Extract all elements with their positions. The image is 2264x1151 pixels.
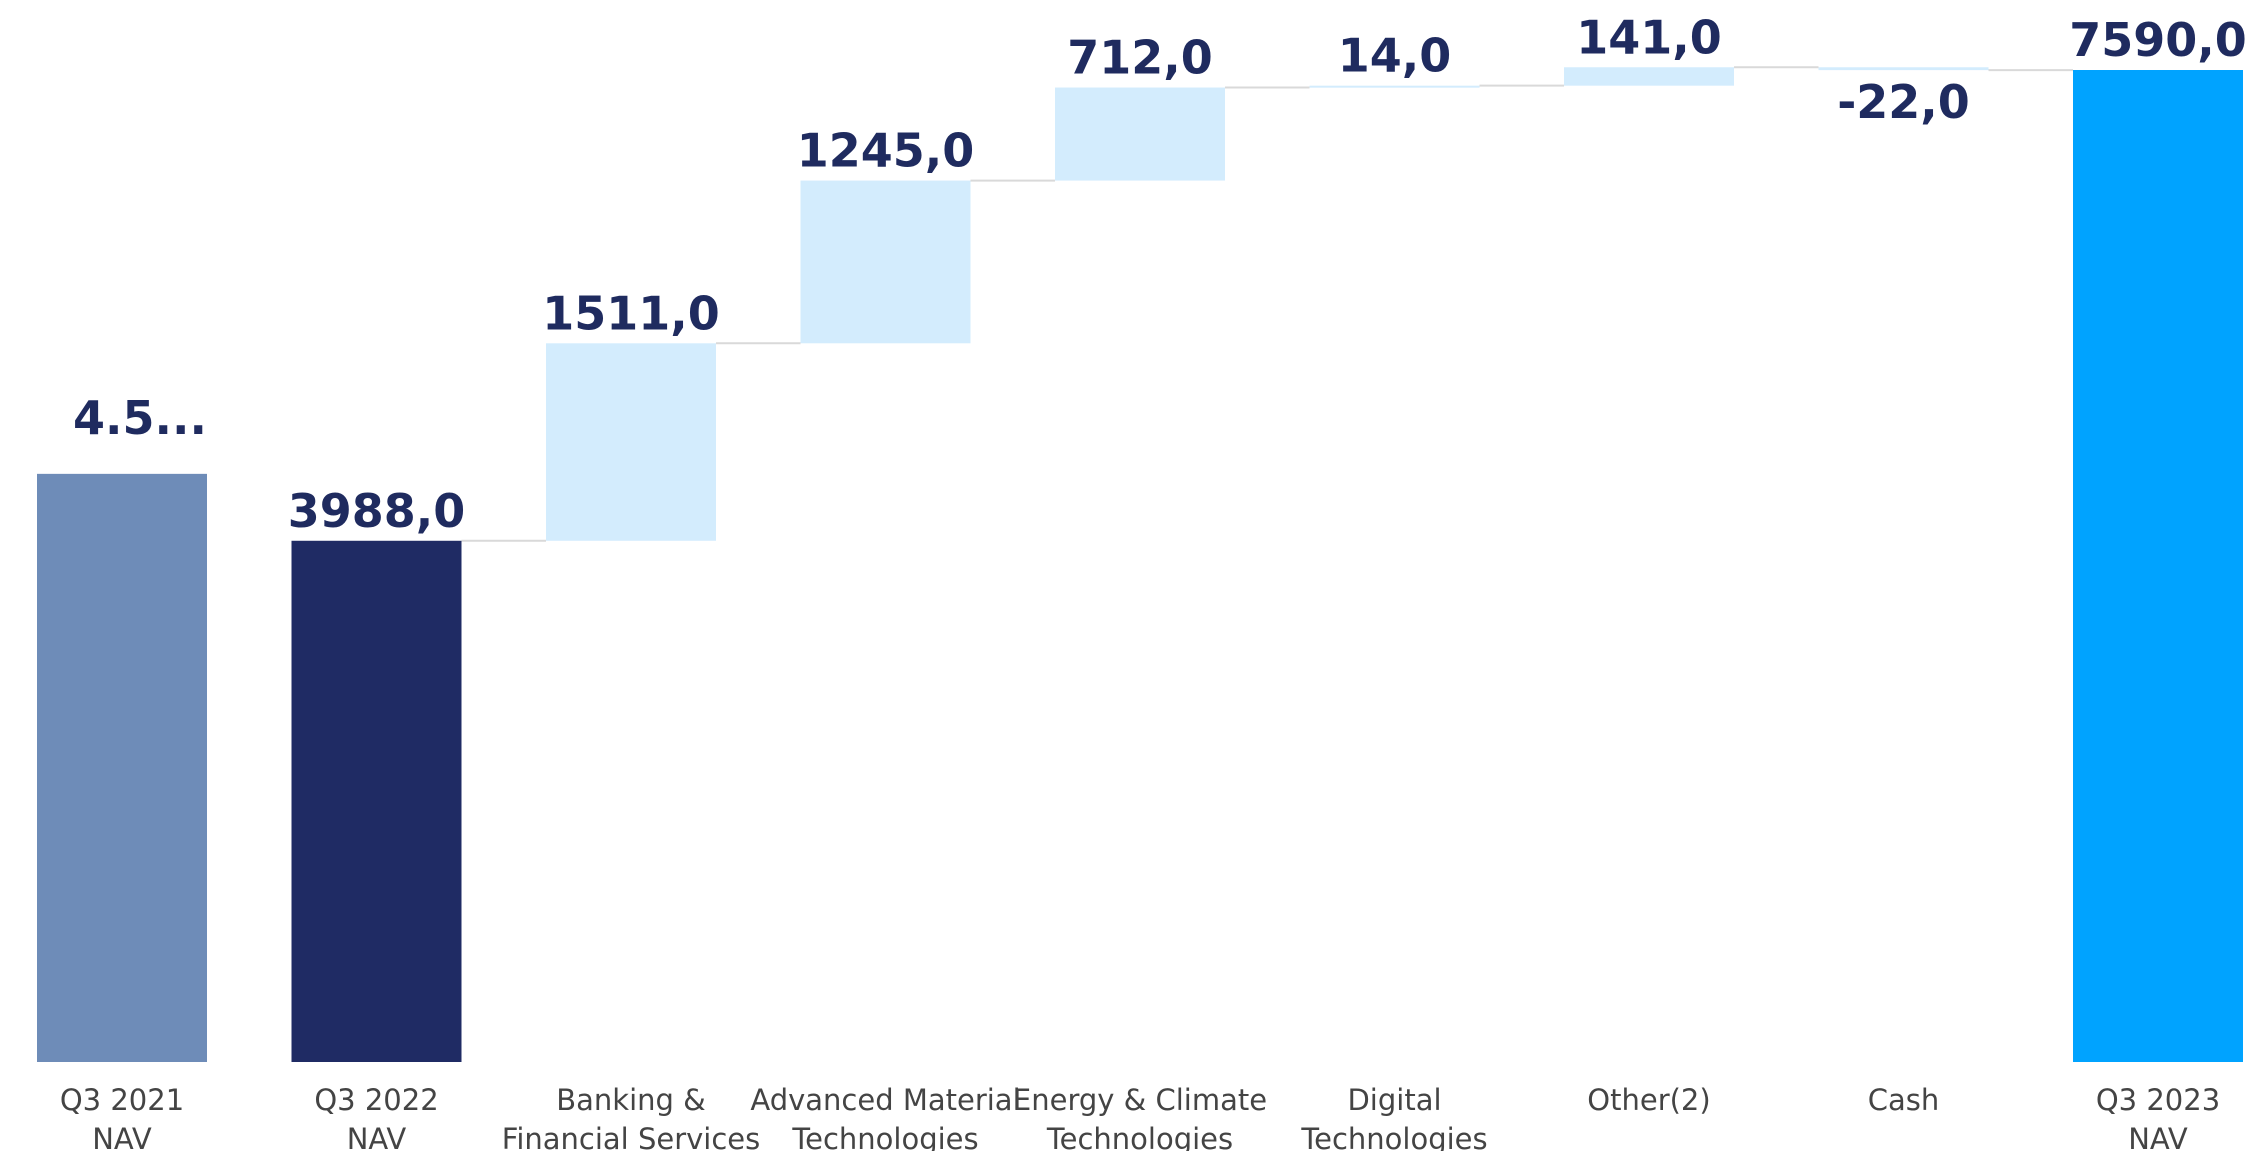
value-label-4: 712,0 (1067, 31, 1213, 85)
bar-3 (800, 180, 971, 344)
bar-7 (1818, 67, 1989, 71)
value-label-group: 4.5... 3988,0 1511,0 1245,0 712,0 14,0 141,0 -2… (73, 10, 2247, 538)
bar-4 (1055, 87, 1225, 181)
bar-0 (37, 473, 207, 1063)
bar-1 (291, 540, 462, 1062)
category-label-6: Other(2) (1587, 1083, 1710, 1117)
value-label-3: 1245,0 (797, 124, 975, 178)
value-label-2: 1511,0 (542, 286, 720, 340)
category-label-5: Digital Technologies (1300, 1083, 1487, 1151)
value-label-7: -22,0 (1837, 75, 1970, 129)
category-label-8: Q3 2023 NAV (2096, 1083, 2220, 1151)
value-label-1: 3988,0 (288, 484, 466, 538)
category-label-group: Q3 2021 NAV Q3 2022 NAV Banking & Financial S… (60, 1083, 2220, 1151)
category-label-7: Cash (1868, 1083, 1940, 1117)
value-label-8: 7590,0 (2069, 13, 2247, 67)
category-label-3: Advanced Material Technologies (750, 1083, 1020, 1151)
category-label-0: Q3 2021 NAV (60, 1083, 184, 1151)
connector-lines (461, 66, 2073, 542)
category-label-2: Banking & Financial Services (502, 1083, 761, 1151)
bar-6 (1564, 67, 1734, 86)
bar-5 (1309, 85, 1480, 88)
bar-8 (2073, 70, 2243, 1062)
category-label-4: Energy & Climate Technologies (1013, 1083, 1267, 1151)
value-label-0: 4.5... (73, 391, 207, 445)
bar-group (37, 67, 2243, 1063)
value-label-5: 14,0 (1338, 29, 1452, 83)
bar-2 (546, 343, 716, 541)
value-label-6: 141,0 (1576, 10, 1722, 64)
category-label-1: Q3 2022 NAV (314, 1083, 438, 1151)
